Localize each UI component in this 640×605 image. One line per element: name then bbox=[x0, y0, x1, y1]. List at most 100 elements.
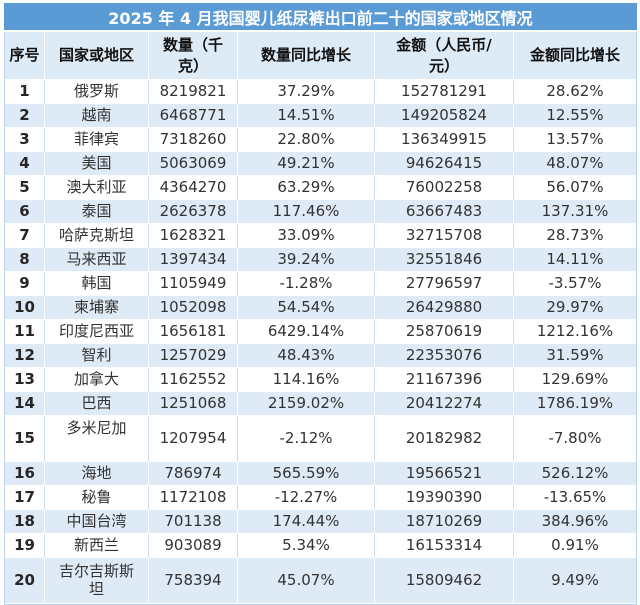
quantity-cell: 5063069 bbox=[149, 152, 238, 176]
table-row: 3 菲律宾 7318260 22.80% 136349915 13.57% bbox=[5, 128, 636, 152]
quantity-growth-cell: -2.12% bbox=[238, 416, 375, 462]
country-cell: 泰国 bbox=[45, 200, 149, 224]
amount-cell: 26429880 bbox=[375, 296, 514, 320]
country-cell: 海地 bbox=[45, 462, 149, 486]
rank-cell: 1 bbox=[5, 80, 45, 104]
quantity-cell: 1172108 bbox=[149, 486, 238, 510]
quantity-growth-cell: -1.28% bbox=[238, 272, 375, 296]
table-row: 16 海地 786974 565.59% 19566521 526.12% bbox=[5, 462, 636, 486]
country-cell: 多米尼加 bbox=[45, 416, 149, 462]
rank-cell: 15 bbox=[5, 416, 45, 462]
amount-cell: 22353076 bbox=[375, 344, 514, 368]
table-row: 18 中国台湾 701138 174.44% 18710269 384.96% bbox=[5, 510, 636, 534]
table-row: 9 韩国 1105949 -1.28% 27796597 -3.57% bbox=[5, 272, 636, 296]
country-cell: 菲律宾 bbox=[45, 128, 149, 152]
amount-growth-cell: 0.91% bbox=[514, 534, 636, 558]
quantity-cell: 2626378 bbox=[149, 200, 238, 224]
country-cell: 哈萨克斯坦 bbox=[45, 224, 149, 248]
table-row: 5 澳大利亚 4364270 63.29% 76002258 56.07% bbox=[5, 176, 636, 200]
rank-cell: 9 bbox=[5, 272, 45, 296]
quantity-growth-cell: 14.51% bbox=[238, 104, 375, 128]
amount-growth-cell: 56.07% bbox=[514, 176, 636, 200]
quantity-cell: 1656181 bbox=[149, 320, 238, 344]
amount-cell: 27796597 bbox=[375, 272, 514, 296]
quantity-growth-cell: 174.44% bbox=[238, 510, 375, 534]
table-row: 2 越南 6468771 14.51% 149205824 12.55% bbox=[5, 104, 636, 128]
amount-cell: 149205824 bbox=[375, 104, 514, 128]
rank-cell: 14 bbox=[5, 392, 45, 416]
quantity-cell: 8219821 bbox=[149, 80, 238, 104]
rank-cell: 4 bbox=[5, 152, 45, 176]
amount-cell: 20182982 bbox=[375, 416, 514, 462]
amount-cell: 94626415 bbox=[375, 152, 514, 176]
amount-cell: 16153314 bbox=[375, 534, 514, 558]
rank-cell: 20 bbox=[5, 558, 45, 604]
amount-cell: 136349915 bbox=[375, 128, 514, 152]
table-row: 8 马来西亚 1397434 39.24% 32551846 14.11% bbox=[5, 248, 636, 272]
quantity-growth-cell: 6429.14% bbox=[238, 320, 375, 344]
amount-cell: 19390390 bbox=[375, 486, 514, 510]
country-cell: 秘鲁 bbox=[45, 486, 149, 510]
amount-cell: 25870619 bbox=[375, 320, 514, 344]
country-cell: 巴西 bbox=[45, 392, 149, 416]
country-cell: 韩国 bbox=[45, 272, 149, 296]
country-cell: 印度尼西亚 bbox=[45, 320, 149, 344]
amount-growth-cell: 526.12% bbox=[514, 462, 636, 486]
quantity-cell: 1052098 bbox=[149, 296, 238, 320]
quantity-growth-cell: 63.29% bbox=[238, 176, 375, 200]
export-table-sheet: 2025 年 4 月我国婴儿纸尿裤出口前二十的国家或地区情况 序号 国家或地区 … bbox=[4, 3, 637, 605]
table-row: 14 巴西 1251068 2159.02% 20412274 1786.19% bbox=[5, 392, 636, 416]
table-body: 1 俄罗斯 8219821 37.29% 152781291 28.62% 2 … bbox=[5, 80, 636, 604]
col-header-amount: 金额（人民币/ 元） bbox=[375, 32, 514, 80]
rank-cell: 13 bbox=[5, 368, 45, 392]
col-header-amount-growth: 金额同比增长 bbox=[514, 32, 636, 80]
table-row: 15 多米尼加 1207954 -2.12% 20182982 -7.80% bbox=[5, 416, 636, 462]
rank-cell: 2 bbox=[5, 104, 45, 128]
country-cell: 越南 bbox=[45, 104, 149, 128]
quantity-growth-cell: 565.59% bbox=[238, 462, 375, 486]
table-title: 2025 年 4 月我国婴儿纸尿裤出口前二十的国家或地区情况 bbox=[4, 3, 637, 30]
quantity-cell: 701138 bbox=[149, 510, 238, 534]
amount-growth-cell: 28.73% bbox=[514, 224, 636, 248]
rank-cell: 3 bbox=[5, 128, 45, 152]
amount-cell: 32551846 bbox=[375, 248, 514, 272]
quantity-cell: 1257029 bbox=[149, 344, 238, 368]
amount-cell: 20412274 bbox=[375, 392, 514, 416]
country-cell: 美国 bbox=[45, 152, 149, 176]
quantity-cell: 4364270 bbox=[149, 176, 238, 200]
quantity-cell: 786974 bbox=[149, 462, 238, 486]
quantity-cell: 758394 bbox=[149, 558, 238, 604]
quantity-growth-cell: 117.46% bbox=[238, 200, 375, 224]
quantity-cell: 1251068 bbox=[149, 392, 238, 416]
amount-growth-cell: 29.97% bbox=[514, 296, 636, 320]
col-header-quantity-growth: 数量同比增长 bbox=[238, 32, 375, 80]
country-cell: 加拿大 bbox=[45, 368, 149, 392]
amount-growth-cell: 13.57% bbox=[514, 128, 636, 152]
country-cell: 新西兰 bbox=[45, 534, 149, 558]
table-row: 11 印度尼西亚 1656181 6429.14% 25870619 1212.… bbox=[5, 320, 636, 344]
country-cell: 智利 bbox=[45, 344, 149, 368]
quantity-growth-cell: 49.21% bbox=[238, 152, 375, 176]
col-header-country: 国家或地区 bbox=[45, 32, 149, 80]
quantity-growth-cell: 114.16% bbox=[238, 368, 375, 392]
table-row: 19 新西兰 903089 5.34% 16153314 0.91% bbox=[5, 534, 636, 558]
amount-cell: 18710269 bbox=[375, 510, 514, 534]
quantity-growth-cell: 22.80% bbox=[238, 128, 375, 152]
quantity-growth-cell: -12.27% bbox=[238, 486, 375, 510]
amount-growth-cell: 28.62% bbox=[514, 80, 636, 104]
country-cell: 柬埔寨 bbox=[45, 296, 149, 320]
country-cell: 澳大利亚 bbox=[45, 176, 149, 200]
amount-growth-cell: 9.49% bbox=[514, 558, 636, 604]
quantity-growth-cell: 37.29% bbox=[238, 80, 375, 104]
quantity-cell: 1397434 bbox=[149, 248, 238, 272]
quantity-cell: 1105949 bbox=[149, 272, 238, 296]
table-row: 7 哈萨克斯坦 1628321 33.09% 32715708 28.73% bbox=[5, 224, 636, 248]
export-table: 序号 国家或地区 数量（千 克） 数量同比增长 金额（人民币/ 元） 金额同比增… bbox=[4, 32, 637, 605]
amount-growth-cell: 31.59% bbox=[514, 344, 636, 368]
quantity-cell: 903089 bbox=[149, 534, 238, 558]
rank-cell: 17 bbox=[5, 486, 45, 510]
quantity-growth-cell: 45.07% bbox=[238, 558, 375, 604]
col-header-rank: 序号 bbox=[5, 32, 45, 80]
header-row: 序号 国家或地区 数量（千 克） 数量同比增长 金额（人民币/ 元） 金额同比增… bbox=[5, 32, 636, 80]
quantity-growth-cell: 2159.02% bbox=[238, 392, 375, 416]
